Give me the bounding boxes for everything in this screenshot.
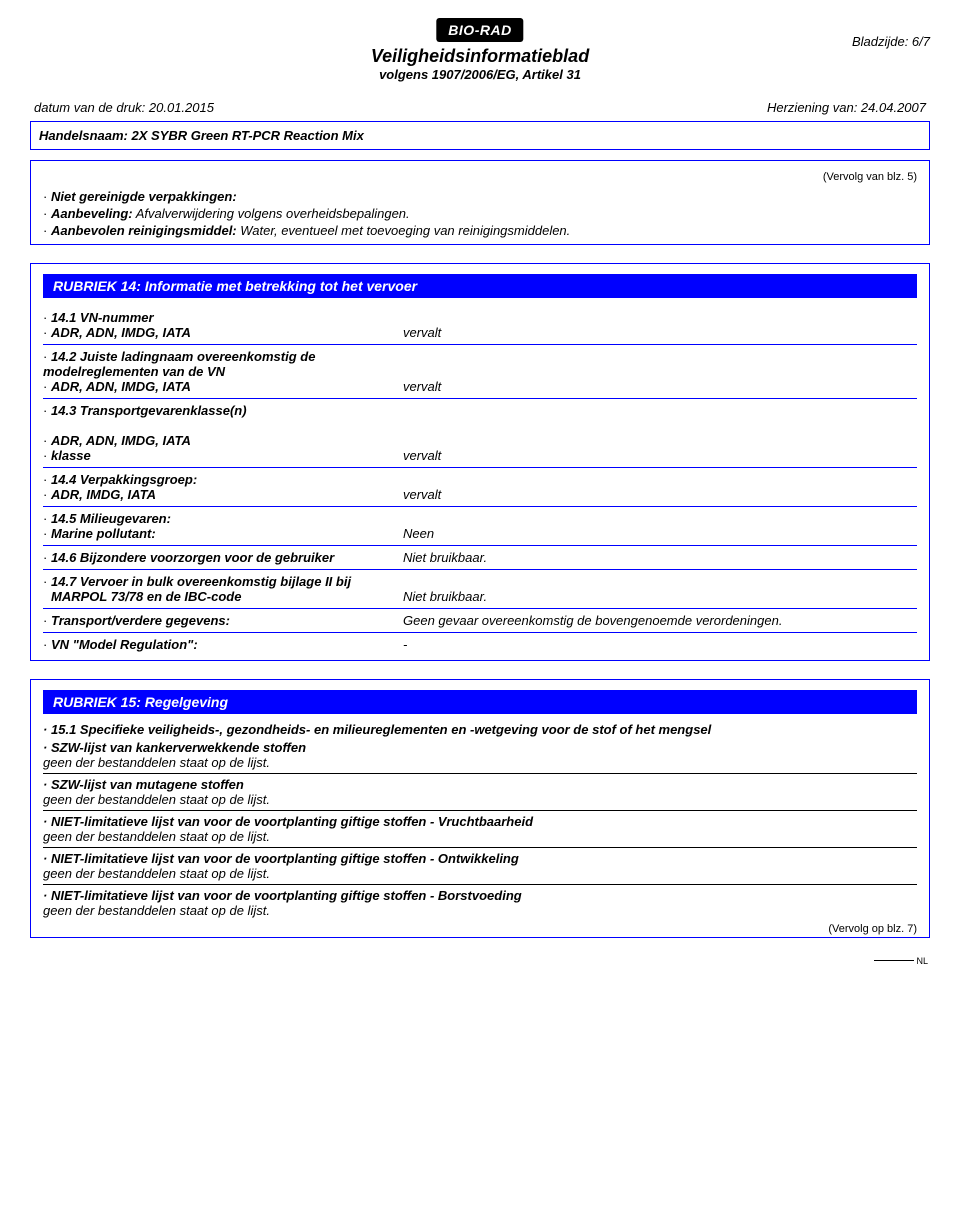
regulation-list-item: ·NIET-limitatieve lijst van voor de voor… xyxy=(43,884,917,921)
regulation-list-item: ·NIET-limitatieve lijst van voor de voor… xyxy=(43,847,917,884)
section-15-heading: RUBRIEK 15: Regelgeving xyxy=(43,690,917,714)
transport-row: ·VN "Model Regulation":- xyxy=(43,633,917,652)
section-15-intro: ·15.1 Specifieke veiligheids-, gezondhei… xyxy=(43,722,917,737)
transport-row: ·14.3 Transportgevarenklasse(n) ·ADR, AD… xyxy=(43,399,917,463)
locale-label: NL xyxy=(30,956,928,966)
transport-row: ·14.1 VN-nummer·ADR, ADN, IMDG, IATAverv… xyxy=(43,306,917,340)
section-14-transport: RUBRIEK 14: Informatie met betrekking to… xyxy=(30,263,930,661)
section-13-continuation: (Vervolg van blz. 5) ·Niet gereinigde ve… xyxy=(30,160,930,245)
document-title-block: Veiligheidsinformatieblad volgens 1907/2… xyxy=(371,46,589,82)
packaging-line: ·Aanbevolen reinigingsmiddel: Water, eve… xyxy=(43,223,917,238)
continued-on-label: (Vervolg op blz. 7) xyxy=(43,923,917,935)
page-header: BIO-RAD Veiligheidsinformatieblad volgen… xyxy=(30,18,930,98)
transport-row: ·14.5 Milieugevaren:·Marine pollutant:Ne… xyxy=(43,507,917,541)
trade-name-box: Handelsnaam: 2X SYBR Green RT-PCR Reacti… xyxy=(30,121,930,150)
packaging-line: ·Aanbeveling: Afvalverwijdering volgens … xyxy=(43,206,917,221)
transport-row: ·14.4 Verpakkingsgroep:·ADR, IMDG, IATAv… xyxy=(43,468,917,502)
packaging-line: ·Niet gereinigde verpakkingen: xyxy=(43,189,917,204)
transport-row: ·Transport/verdere gegevens:Geen gevaar … xyxy=(43,609,917,628)
continued-from-label: (Vervolg van blz. 5) xyxy=(43,171,917,183)
section-15-regulation: RUBRIEK 15: Regelgeving ·15.1 Specifieke… xyxy=(30,679,930,938)
transport-row: ·14.7 Vervoer in bulk overeenkomstig bij… xyxy=(43,570,917,604)
brand-logo: BIO-RAD xyxy=(436,18,523,42)
regulation-list-item: ·SZW-lijst van kankerverwekkende stoffen… xyxy=(43,737,917,773)
page-number: Bladzijde: 6/7 xyxy=(852,34,930,49)
print-date: datum van de druk: 20.01.2015 xyxy=(34,100,214,115)
document-subtitle: volgens 1907/2006/EG, Artikel 31 xyxy=(371,67,589,82)
revision-date: Herziening van: 24.04.2007 xyxy=(767,100,926,115)
transport-row: ·14.6 Bijzondere voorzorgen voor de gebr… xyxy=(43,546,917,565)
date-row: datum van de druk: 20.01.2015 Herziening… xyxy=(30,100,930,115)
regulation-list-item: ·SZW-lijst van mutagene stoffengeen der … xyxy=(43,773,917,810)
regulation-list-item: ·NIET-limitatieve lijst van voor de voor… xyxy=(43,810,917,847)
transport-row: ·14.2 Juiste ladingnaam overeenkomstig d… xyxy=(43,345,917,394)
section-14-heading: RUBRIEK 14: Informatie met betrekking to… xyxy=(43,274,917,298)
document-title: Veiligheidsinformatieblad xyxy=(371,46,589,67)
